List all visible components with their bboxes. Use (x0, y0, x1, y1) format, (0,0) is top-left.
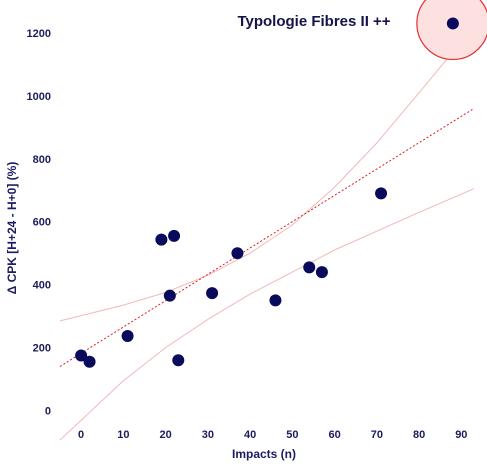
y-tick-0: 0 (45, 406, 51, 418)
x-tick-90: 90 (455, 429, 467, 441)
regression-line (59, 107, 475, 367)
y-tick-1000: 1000 (27, 91, 51, 103)
x-axis-label: Impacts (n) (232, 447, 296, 461)
confidence-upper-curve (59, 26, 475, 322)
y-tick-200: 200 (33, 343, 51, 355)
data-point-9 (231, 247, 244, 260)
data-point-8 (206, 287, 219, 300)
x-tick-80: 80 (413, 429, 425, 441)
x-tick-40: 40 (244, 429, 256, 441)
data-point-4 (155, 233, 168, 246)
x-tick-30: 30 (202, 429, 214, 441)
data-point-2 (83, 355, 96, 368)
highlight-group (416, 0, 487, 61)
data-point-3 (121, 329, 134, 342)
y-axis-label: Δ CPK [H+24 - H+0] (%) (5, 162, 19, 295)
data-points (75, 17, 459, 368)
x-tick-20: 20 (159, 429, 171, 441)
data-point-11 (303, 261, 316, 274)
x-tick-60: 60 (328, 429, 340, 441)
data-point-6 (168, 229, 181, 242)
chart-title: Typologie Fibres II ++ (237, 13, 390, 30)
confidence-lower-curve (59, 188, 475, 441)
y-tick-labels: 0 200 400 600 800 1000 1200 (27, 28, 51, 418)
data-point-13 (375, 187, 388, 200)
x-tick-50: 50 (286, 429, 298, 441)
regression-group (59, 107, 475, 367)
data-point-12 (315, 266, 328, 279)
y-tick-800: 800 (33, 154, 51, 166)
y-tick-1200: 1200 (27, 28, 51, 40)
y-tick-600: 600 (33, 217, 51, 229)
data-point-1 (75, 349, 88, 362)
x-tick-10: 10 (117, 429, 129, 441)
data-point-14 (446, 17, 459, 30)
data-point-10 (269, 294, 282, 307)
x-tick-labels: 0 10 20 30 40 50 60 70 80 90 (78, 429, 467, 441)
highlight-circle (416, 0, 487, 61)
data-point-7 (172, 354, 185, 367)
data-point-5 (163, 289, 176, 302)
confidence-band (59, 26, 475, 441)
x-tick-70: 70 (371, 429, 383, 441)
y-tick-400: 400 (33, 280, 51, 292)
x-tick-0: 0 (78, 429, 84, 441)
